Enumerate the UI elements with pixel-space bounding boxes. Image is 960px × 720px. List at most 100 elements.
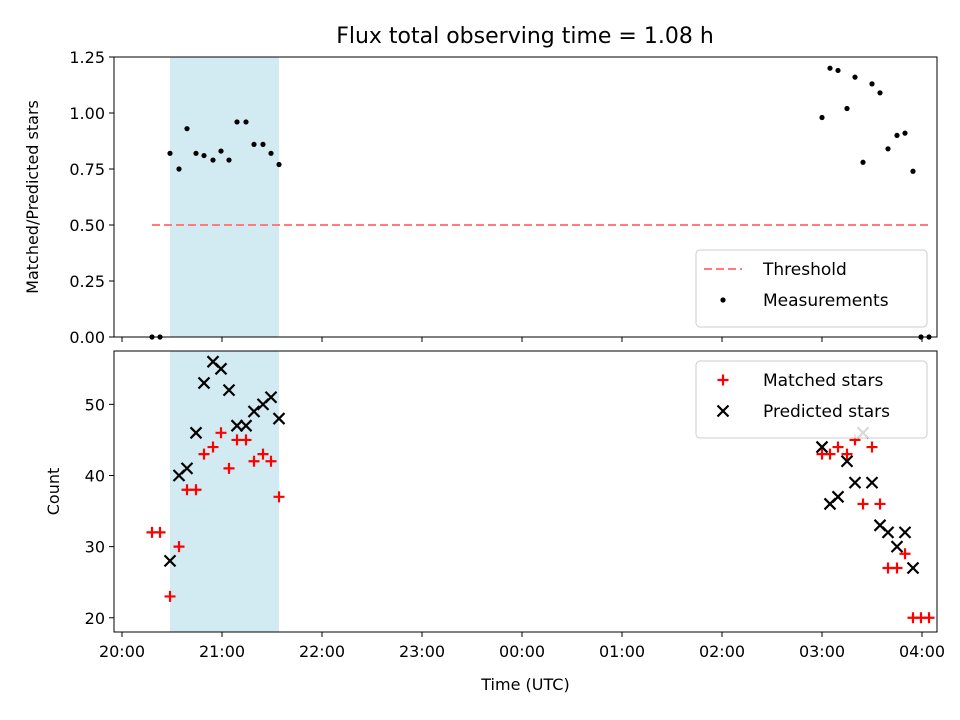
data-point [815,440,829,454]
y-tick-label: 0.50 [69,216,105,235]
data-point [874,498,886,510]
data-point [832,441,844,453]
data-point [223,462,235,474]
y-tick-label: 1.25 [69,48,105,67]
chart-title: Flux total observing time = 1.08 h [336,24,714,49]
legend-box [695,360,928,439]
series-matched-stars [146,427,935,624]
series-measurements [149,65,932,340]
x-tick-label: 00:00 [499,642,545,661]
data-point [190,484,202,496]
data-point [184,126,190,132]
data-point [198,448,210,460]
x-tick-label: 02:00 [699,642,745,661]
data-point [819,114,825,121]
data-point [923,612,935,624]
data-point [239,419,253,432]
data-point [852,74,858,80]
data-point [894,132,900,138]
data-point [222,383,236,397]
y-tick-label: 0.75 [69,160,105,179]
x-tick-label: 22:00 [299,642,345,661]
data-point [276,161,282,168]
data-point [840,454,854,468]
axes-frame [113,56,938,338]
data-point [176,166,182,172]
x-tick-label: 03:00 [799,642,845,661]
data-point [207,441,219,453]
data-point [167,150,173,156]
data-point [163,554,177,568]
x-tick-label: 01:00 [599,642,645,661]
count-panel: 20 30 40 50 20:00 21:00 22:00 23:00 00:00 01:00 02… [44,350,945,694]
data-point [230,419,244,432]
observing-span-band [170,57,279,337]
data-point [201,152,207,159]
x-tick-label: 20:00 [99,642,145,661]
data-point [890,540,904,553]
data-point [164,590,176,602]
data-point [273,491,285,503]
data-point [226,157,232,163]
data-point [866,441,878,453]
data-point [260,141,266,147]
y-tick-label: 0.25 [69,272,105,291]
y-tick-label: 40 [85,466,105,485]
y-tick-label: 30 [85,538,105,557]
y-tick-label: 50 [85,395,105,414]
ratio-panel: 0.00 0.25 0.50 0.75 1.00 1.25 Matched/Predicte… [23,48,938,347]
data-point [197,376,211,390]
data-point [234,119,240,125]
legend-box [695,249,928,328]
data-point [180,462,194,475]
data-point [848,476,862,489]
data-point [218,148,224,154]
observing-span-band [170,351,279,632]
y-tick-label: 20 [85,609,105,628]
data-point [154,526,166,538]
legend: Matched stars Predicted stars [695,360,928,439]
data-point [857,498,869,510]
axes-frame [113,350,938,633]
legend-label: Predicted stars [763,402,890,422]
data-point [891,562,903,574]
data-point [247,405,261,418]
data-point [243,119,249,125]
data-point [214,362,228,376]
y-tick-label: 0.00 [69,328,105,347]
data-point [193,150,199,156]
data-point [881,526,895,539]
x-tick-label: 21:00 [199,642,245,661]
data-point [885,146,891,152]
data-point [268,150,274,156]
y-axis-label: Count [44,468,63,516]
x-axis-label: Time (UTC) [480,675,569,694]
data-point [257,448,269,460]
data-point [844,105,850,112]
legend-swatch [717,374,729,386]
data-point [898,526,912,539]
data-point [831,490,845,504]
legend: Threshold Measurements [695,249,928,328]
data-point [899,548,911,560]
data-point [824,448,836,460]
data-point [265,455,277,467]
data-point [827,65,833,71]
data-point [877,90,883,96]
data-point [869,81,875,87]
x-tick-label: 23:00 [399,642,445,661]
x-tick-label: 04:00 [899,642,945,661]
legend-label: Threshold [762,260,847,280]
data-point [173,541,185,553]
y-axis-label: Matched/Predicted stars [23,100,42,294]
data-point [910,168,916,174]
data-point [240,434,252,446]
data-point [865,476,879,489]
data-point [835,67,841,74]
data-point [264,390,278,404]
data-point [248,455,260,467]
data-point [902,130,908,136]
data-point [841,448,853,460]
